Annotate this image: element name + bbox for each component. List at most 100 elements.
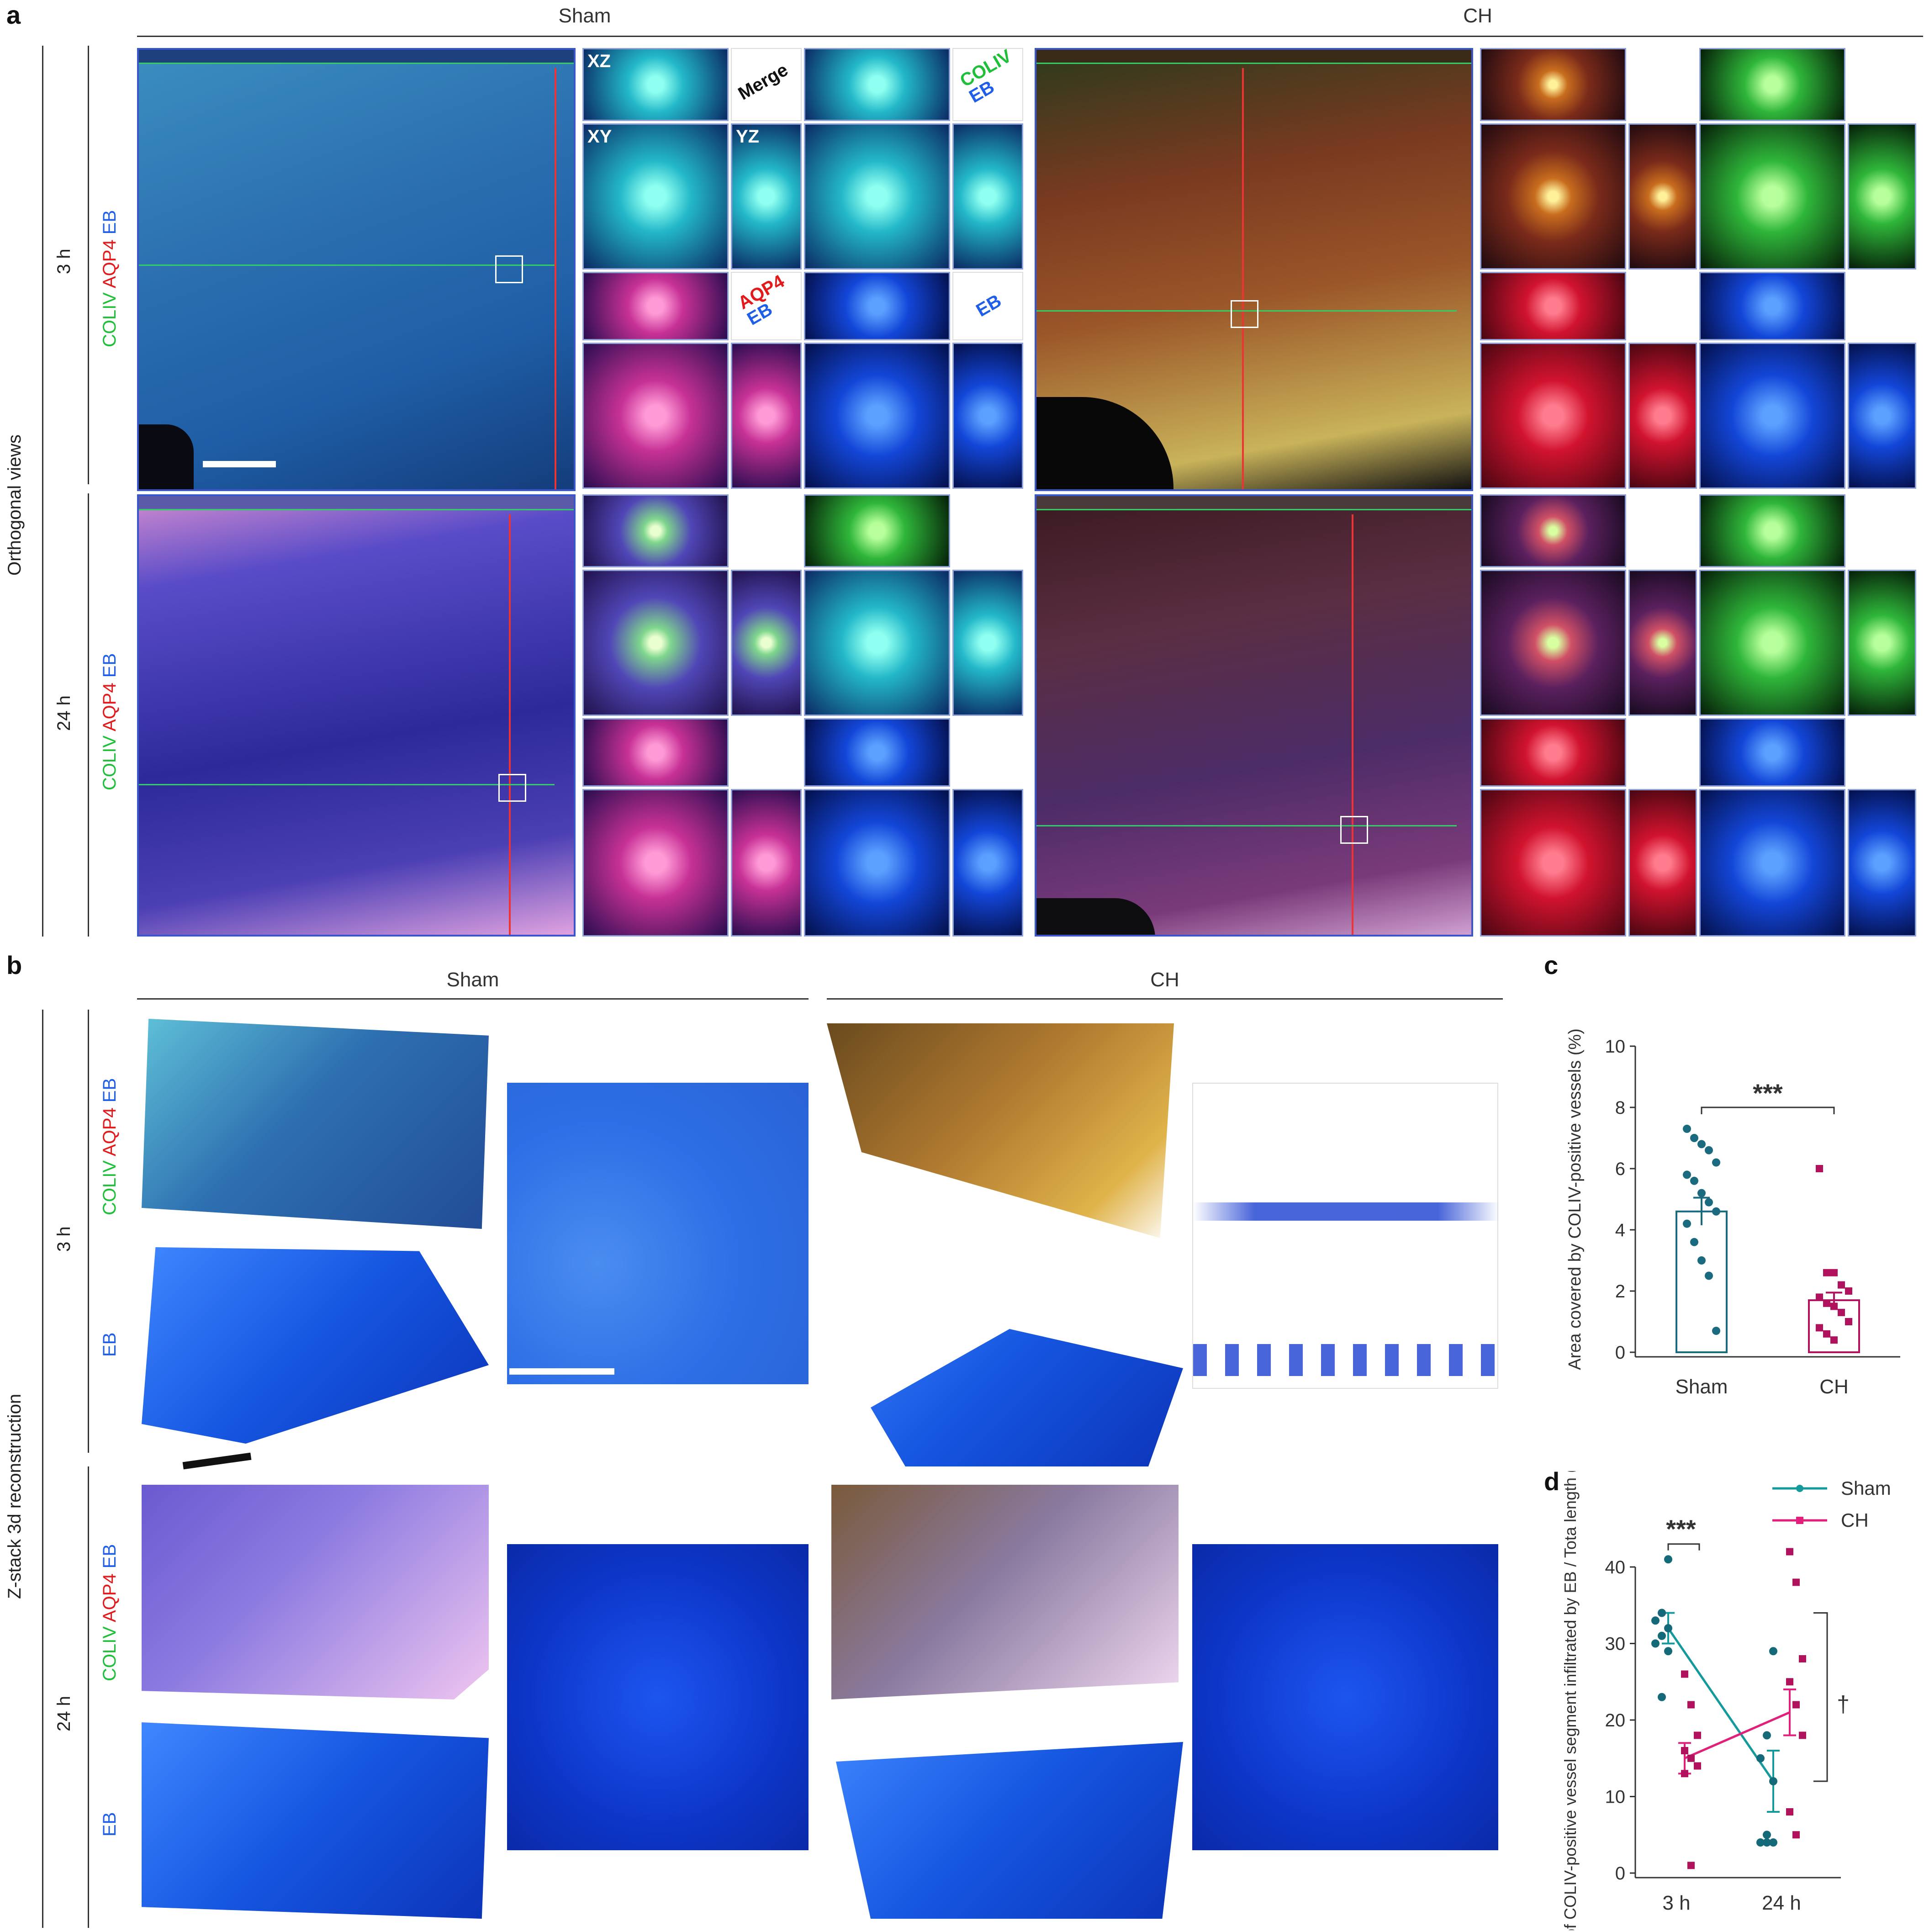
sham-24h-merge-yz (731, 570, 802, 716)
sham-3h-aqp4-xy (582, 343, 729, 489)
sham-3h-eb-xz (804, 272, 950, 340)
data-point (1712, 1327, 1720, 1335)
panel-b-label: b (6, 951, 22, 979)
panel-a-row2-rule (88, 493, 89, 937)
sham-3h-orthogonal-image (137, 48, 576, 491)
panel-b-ch-underline (827, 998, 1503, 1000)
data-point (1838, 1308, 1845, 1316)
ch-24h-aqp4-xz (1480, 718, 1626, 787)
panel-b-ch-header: CH (1150, 969, 1179, 991)
panel-d-label: d (1544, 1467, 1560, 1496)
panel-a-side-label: Orthogonal views (5, 434, 25, 576)
coliv-label: COLIV (100, 292, 120, 347)
panel-a-sham-header: Sham (558, 5, 611, 27)
ch-24h-orthogonal-image (1035, 494, 1473, 937)
ch-3h-aqp4-yz (1628, 343, 1697, 489)
data-point (1792, 1701, 1800, 1709)
data-point (1838, 1281, 1845, 1289)
y-tick-label: 10 (1605, 1787, 1626, 1807)
coliv-label: COLIV (100, 1626, 120, 1681)
y-tick-label: 6 (1615, 1159, 1625, 1179)
data-point (1823, 1330, 1830, 1338)
data-point (1792, 1831, 1800, 1839)
data-point (1799, 1655, 1806, 1662)
sham-3h-coliv-xz (804, 48, 950, 121)
eb-label: EB (100, 653, 120, 678)
data-point (1769, 1777, 1777, 1785)
sham-24h-orthogonal-image (137, 494, 576, 937)
panel-a-ch-underline (1032, 36, 1923, 37)
data-point (1763, 1838, 1771, 1847)
ch-3h-eb-xy (1699, 343, 1845, 489)
data-point (1687, 1754, 1695, 1762)
data-point (1786, 1808, 1793, 1816)
yz-label: YZ (736, 127, 760, 147)
panel-c-label: c (1544, 951, 1559, 979)
data-point (1823, 1299, 1830, 1307)
xy-label: XY (587, 127, 612, 147)
sham-3h-merge-legend: Merge (731, 48, 802, 121)
scale-bar (182, 1452, 252, 1470)
data-point (1651, 1616, 1660, 1625)
series-line-ch (1684, 1711, 1791, 1760)
data-point (1823, 1269, 1830, 1276)
x-tick-label: Sham (1676, 1376, 1728, 1398)
aqp4-eb-label: AQP4 EB (735, 271, 796, 329)
data-point (1845, 1318, 1852, 1325)
significance-bracket (1667, 1543, 1700, 1551)
panel-b-side-label: Z-stack 3d reconstruction (5, 1393, 25, 1599)
significance-label: *** (1753, 1079, 1783, 1107)
data-point (1786, 1548, 1793, 1556)
panel-a-row1-time: 3 h (54, 249, 74, 274)
sham-3h-eb-yz (952, 343, 1023, 489)
data-point (1697, 1189, 1706, 1197)
y-tick-label: 10 (1605, 1037, 1626, 1057)
data-point (1705, 1198, 1713, 1207)
sham-3h-aqp4-yz (731, 343, 802, 489)
aqp4-label: AQP4 (100, 1573, 120, 1623)
data-point (1830, 1336, 1838, 1344)
y-tick-label: 4 (1615, 1220, 1625, 1240)
panel-b-row2-rule (88, 1466, 89, 1928)
sham-24h-merge-xz (582, 494, 729, 567)
eb-label: EB (100, 1544, 120, 1569)
data-point (1697, 1140, 1706, 1149)
sham-3h-merge-yz: YZ (731, 123, 802, 270)
panel-c-bar-chart: 0 2 4 6 8 10 Area covered by COLIV-positive ve… (1565, 1028, 1900, 1398)
ch-24h-recon-merge (831, 1485, 1179, 1699)
ch-3h-orthogonal-image (1035, 48, 1473, 491)
data-point (1683, 1219, 1691, 1228)
data-point (1830, 1302, 1838, 1310)
data-point (1690, 1238, 1698, 1246)
panel-a-sham-underline (137, 36, 1032, 37)
merge-label: Merge (735, 59, 792, 104)
eb-label: EB (973, 291, 1005, 321)
ch-3h-merge-yz (1628, 123, 1697, 270)
ch-3h-eb-xz (1699, 272, 1845, 340)
ch-24h-merge-xz (1480, 494, 1626, 567)
sham-24h-coliv-xy (804, 570, 950, 716)
sham-24h-eb-xz (804, 718, 950, 787)
ch-3h-merge-xz (1480, 48, 1626, 121)
data-point (1658, 1693, 1666, 1701)
data-point (1658, 1631, 1666, 1640)
x-tick-label: CH (1819, 1376, 1849, 1398)
data-point (1705, 1271, 1713, 1280)
panel-b-row1-eb: EB (100, 1332, 120, 1357)
sham-3h-merge-xz: XZ (582, 48, 729, 121)
panel-b-sham-header: Sham (446, 969, 499, 991)
ch-24h-coliv-xy (1699, 570, 1845, 716)
data-point (1763, 1831, 1771, 1839)
y-tick-label: 0 (1615, 1863, 1625, 1884)
ch-3h-recon-eb (871, 1329, 1183, 1466)
data-point (1651, 1639, 1660, 1648)
panel-d-line-chart: 0 10 20 30 40 Length of COLIV-positive vessel… (1561, 1471, 1891, 1930)
ch-3h-merge-xy (1480, 123, 1626, 270)
sham-24h-zoom-eb (507, 1544, 809, 1850)
data-point (1690, 1134, 1698, 1142)
sham-24h-eb-yz (952, 789, 1023, 937)
data-point (1830, 1269, 1838, 1276)
ch-3h-eb-yz (1848, 343, 1916, 489)
sham-24h-coliv-xz (804, 494, 950, 567)
aqp4-label: AQP4 (100, 239, 120, 289)
